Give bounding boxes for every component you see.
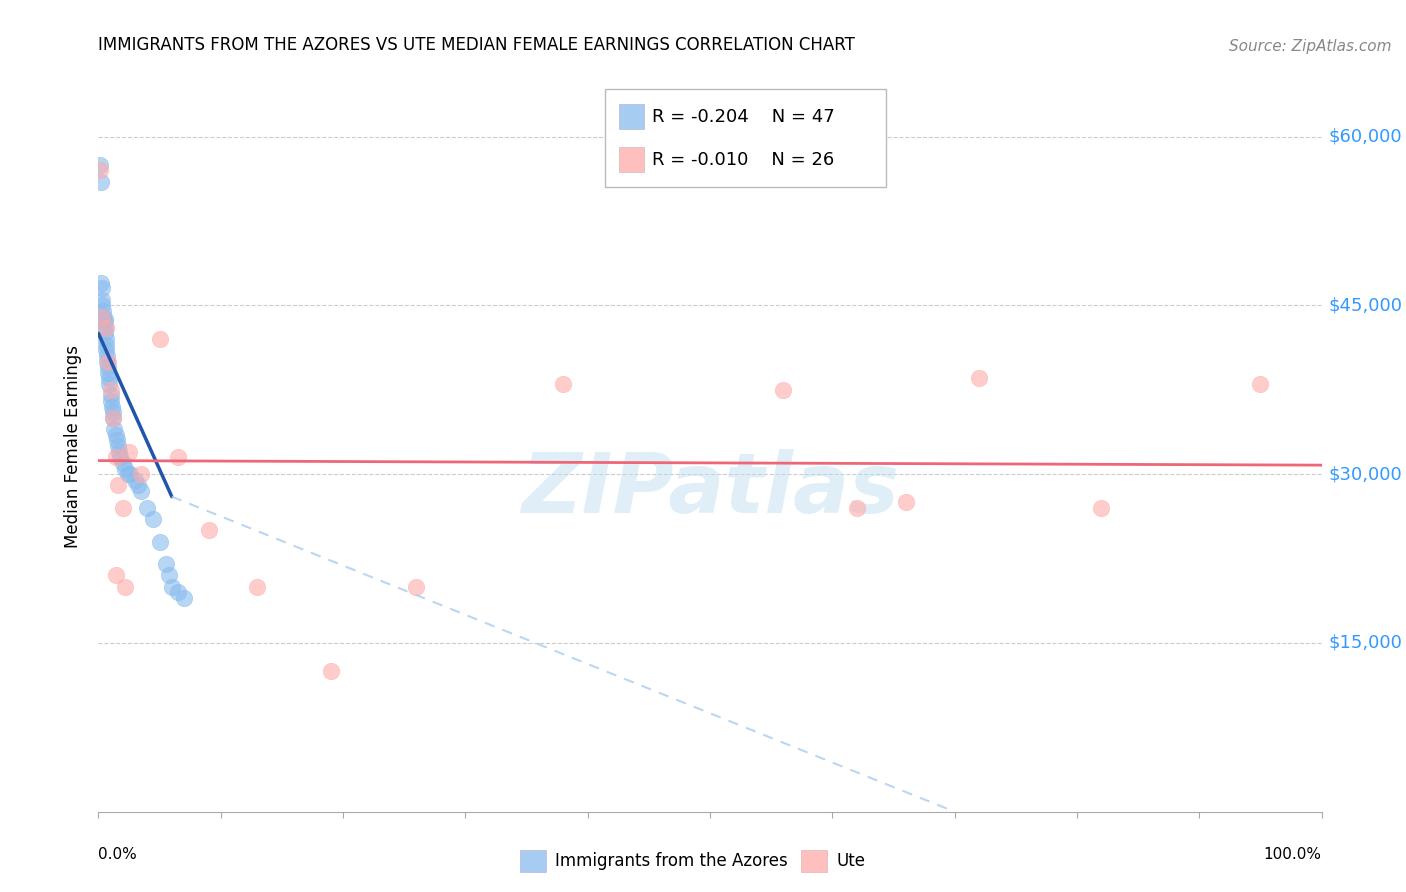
Point: [105, 434, 128, 448]
Text: Immigrants from the Azores: Immigrants from the Azores: [555, 852, 789, 870]
Point: [120, 467, 142, 482]
Point: [94, 332, 117, 346]
Point: [894, 495, 917, 509]
Point: [103, 422, 125, 436]
Point: [94, 321, 117, 335]
Point: [160, 580, 183, 594]
Text: $15,000: $15,000: [1329, 634, 1403, 652]
Point: [93, 321, 115, 335]
Text: Ute: Ute: [837, 852, 866, 870]
Point: [89, 163, 111, 178]
Point: [90, 276, 112, 290]
Point: [100, 383, 122, 397]
Point: [96, 354, 118, 368]
Point: [114, 580, 136, 594]
Point: [90, 175, 112, 189]
Point: [405, 580, 427, 594]
Point: [101, 410, 124, 425]
Point: [101, 400, 124, 414]
Point: [93, 326, 115, 341]
Point: [107, 439, 129, 453]
Point: [91, 304, 114, 318]
Text: Source: ZipAtlas.com: Source: ZipAtlas.com: [1229, 38, 1392, 54]
Text: R = -0.204    N = 47: R = -0.204 N = 47: [652, 108, 835, 126]
Point: [97, 360, 120, 375]
Point: [155, 557, 177, 571]
Point: [91, 298, 114, 312]
Point: [91, 293, 114, 307]
Point: [167, 585, 190, 599]
Text: $45,000: $45,000: [1329, 296, 1403, 314]
Point: [98, 377, 121, 392]
Point: [553, 377, 575, 392]
Point: [124, 473, 146, 487]
Point: [91, 310, 114, 324]
Point: [1090, 500, 1112, 515]
Text: 0.0%: 0.0%: [98, 847, 138, 863]
Point: [93, 315, 115, 329]
Point: [127, 478, 149, 492]
Text: 100.0%: 100.0%: [1264, 847, 1322, 863]
Point: [94, 343, 117, 358]
Text: IMMIGRANTS FROM THE AZORES VS UTE MEDIAN FEMALE EARNINGS CORRELATION CHART: IMMIGRANTS FROM THE AZORES VS UTE MEDIAN…: [98, 36, 855, 54]
Y-axis label: Median Female Earnings: Median Female Earnings: [65, 344, 83, 548]
Point: [114, 461, 136, 475]
Point: [117, 467, 139, 482]
Point: [967, 371, 990, 385]
Point: [100, 388, 122, 402]
Text: ZIPatlas: ZIPatlas: [522, 450, 898, 531]
Point: [772, 383, 794, 397]
Point: [110, 450, 132, 465]
Point: [136, 500, 159, 515]
Point: [97, 354, 120, 368]
Point: [96, 349, 118, 363]
Point: [845, 500, 868, 515]
Point: [173, 591, 195, 605]
Point: [197, 524, 219, 538]
Point: [167, 450, 190, 465]
Point: [91, 281, 114, 295]
Point: [111, 456, 134, 470]
Point: [104, 568, 127, 582]
Point: [93, 311, 115, 326]
Point: [142, 512, 165, 526]
Point: [97, 366, 120, 380]
Point: [104, 450, 127, 465]
Point: [319, 664, 342, 678]
Point: [1249, 377, 1271, 392]
Point: [107, 478, 129, 492]
Point: [91, 310, 114, 324]
Point: [129, 467, 152, 482]
Point: [118, 444, 141, 458]
Text: $30,000: $30,000: [1329, 465, 1402, 483]
Point: [111, 500, 134, 515]
Point: [100, 394, 122, 409]
Point: [129, 483, 152, 498]
Text: $60,000: $60,000: [1329, 128, 1402, 145]
Point: [98, 371, 121, 385]
Point: [94, 337, 117, 351]
Point: [157, 568, 180, 582]
Point: [246, 580, 269, 594]
Point: [149, 534, 172, 549]
Point: [101, 410, 124, 425]
Point: [89, 158, 111, 172]
Point: [101, 405, 124, 419]
Point: [104, 427, 127, 442]
Text: R = -0.010    N = 26: R = -0.010 N = 26: [652, 151, 835, 169]
Point: [149, 332, 172, 346]
Point: [108, 444, 131, 458]
